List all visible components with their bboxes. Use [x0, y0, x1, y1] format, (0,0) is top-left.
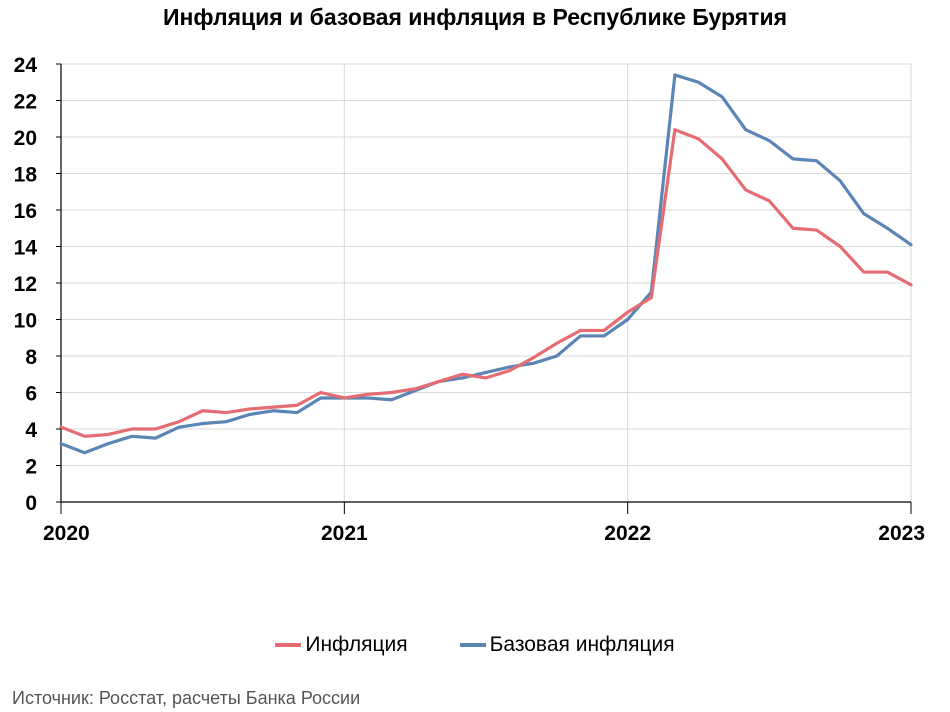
- source-note: Источник: Росстат, расчеты Банка России: [12, 688, 361, 708]
- x-tick-label-2023: 2023: [878, 522, 925, 545]
- y-tick-label-18: 18: [14, 164, 38, 187]
- x-tick-labels: 2020 2021 2022 2023: [43, 522, 925, 545]
- series-lines: [59, 73, 913, 455]
- legend-label-inflation: Инфляция: [305, 633, 408, 656]
- axes: [56, 63, 912, 514]
- y-tick-label-20: 20: [14, 127, 37, 150]
- y-tick-label-10: 10: [14, 310, 37, 333]
- y-tick-label-12: 12: [14, 273, 37, 296]
- legend: Инфляция Базовая инфляция: [0, 633, 950, 657]
- y-tick-label-6: 6: [25, 383, 37, 406]
- y-tick-label-2: 2: [25, 456, 37, 479]
- x-tick-label-2021: 2021: [321, 522, 368, 545]
- y-tick-label-22: 22: [14, 91, 37, 114]
- y-tick-label-24: 24: [14, 54, 38, 77]
- y-tick-label-4: 4: [25, 419, 37, 442]
- chart-title: Инфляция и базовая инфляция в Республике…: [163, 4, 787, 30]
- y-tick-label-14: 14: [14, 237, 38, 260]
- legend-swatch-core-inflation: [459, 643, 486, 647]
- x-tick-label-2020: 2020: [43, 522, 90, 545]
- x-tick-label-2022: 2022: [604, 522, 651, 545]
- series-line-inflation: [59, 128, 913, 438]
- y-tick-label-16: 16: [14, 200, 37, 223]
- y-tick-label-8: 8: [25, 346, 37, 369]
- legend-swatch-inflation: [275, 643, 302, 647]
- legend-item-core-inflation: Базовая инфляция: [459, 633, 675, 657]
- legend-item-inflation: Инфляция: [275, 633, 408, 657]
- legend-label-core-inflation: Базовая инфляция: [489, 633, 675, 656]
- series-line-core: [59, 73, 913, 455]
- grid-lines: [61, 63, 912, 502]
- y-tick-label-0: 0: [25, 492, 37, 515]
